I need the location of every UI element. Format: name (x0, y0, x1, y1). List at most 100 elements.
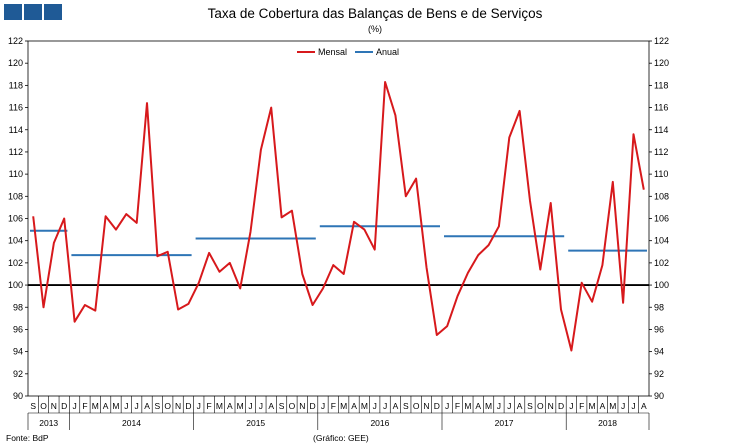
y-tick-label-left: 114 (9, 125, 23, 135)
y-tick-label-right: 118 (654, 80, 668, 90)
x-month-label: A (641, 401, 647, 411)
y-tick-label-right: 108 (654, 191, 669, 201)
x-month-label: S (30, 401, 36, 411)
x-month-label: M (464, 401, 471, 411)
x-month-label: N (299, 401, 305, 411)
x-month-label: M (237, 401, 244, 411)
x-month-label: J (631, 401, 635, 411)
x-month-label: A (351, 401, 357, 411)
y-tick-label-right: 112 (654, 147, 668, 157)
x-month-label: A (103, 401, 109, 411)
x-month-label: D (310, 401, 316, 411)
chart-subtitle: (%) (368, 24, 382, 34)
y-tick-label-right: 104 (654, 236, 669, 246)
x-month-label: M (361, 401, 368, 411)
y-tick-label-left: 118 (9, 80, 23, 90)
x-month-label: M (216, 401, 223, 411)
x-month-label: J (197, 401, 201, 411)
x-year-label: 2017 (495, 418, 514, 428)
y-tick-label-left: 110 (9, 169, 23, 179)
x-month-label: A (227, 401, 233, 411)
x-month-label: J (259, 401, 263, 411)
x-month-label: A (393, 401, 399, 411)
x-month-label: O (40, 401, 47, 411)
logo-block-3 (44, 4, 62, 20)
legend-label-mensal: Mensal (318, 47, 347, 57)
y-tick-label-left: 102 (8, 258, 23, 268)
x-year-label: 2014 (122, 418, 141, 428)
x-month-label: O (537, 401, 544, 411)
legend-label-anual: Anual (376, 47, 399, 57)
y-tick-label-right: 114 (654, 125, 668, 135)
x-year-label: 2015 (246, 418, 265, 428)
x-month-label: F (82, 401, 87, 411)
x-month-label: J (621, 401, 625, 411)
x-month-label: O (413, 401, 420, 411)
x-month-label: J (507, 401, 511, 411)
x-month-label: O (289, 401, 296, 411)
y-tick-label-right: 98 (654, 302, 664, 312)
y-tick-label-right: 120 (654, 58, 669, 68)
x-month-label: F (579, 401, 584, 411)
y-tick-label-right: 106 (654, 214, 669, 224)
x-month-label: J (445, 401, 449, 411)
y-tick-label-left: 96 (13, 324, 23, 334)
x-month-label: D (434, 401, 440, 411)
x-month-label: J (383, 401, 387, 411)
x-month-label: M (92, 401, 99, 411)
x-month-label: N (548, 401, 554, 411)
x-month-label: A (475, 401, 481, 411)
x-month-label: F (207, 401, 212, 411)
y-tick-label-right: 122 (654, 36, 669, 46)
x-month-label: J (569, 401, 573, 411)
chart-title: Taxa de Cobertura das Balanças de Bens e… (207, 6, 543, 21)
x-month-label: J (321, 401, 325, 411)
x-month-label: J (72, 401, 76, 411)
y-tick-label-left: 104 (8, 236, 23, 246)
x-month-label: N (175, 401, 181, 411)
x-month-label: S (279, 401, 285, 411)
logo-block-2 (24, 4, 42, 20)
y-tick-label-left: 100 (8, 280, 23, 290)
x-month-label: M (485, 401, 492, 411)
x-month-label: J (248, 401, 252, 411)
y-tick-label-left: 120 (8, 58, 23, 68)
y-tick-label-left: 112 (9, 147, 23, 157)
x-month-label: D (558, 401, 564, 411)
x-month-label: F (331, 401, 336, 411)
x-month-label: M (609, 401, 616, 411)
y-tick-label-left: 106 (8, 214, 23, 224)
x-month-label: M (112, 401, 119, 411)
x-month-label: M (589, 401, 596, 411)
x-month-label: F (455, 401, 460, 411)
y-tick-label-right: 116 (654, 103, 668, 113)
credit-note: (Gráfico: GEE) (313, 433, 369, 443)
x-month-label: S (155, 401, 161, 411)
x-year-label: 2013 (39, 418, 58, 428)
y-tick-label-left: 92 (13, 369, 23, 379)
x-month-label: A (600, 401, 606, 411)
mensal-series-line (32, 81, 645, 352)
x-month-label: J (135, 401, 139, 411)
x-month-label: A (268, 401, 274, 411)
y-tick-label-right: 94 (654, 347, 664, 357)
x-month-label: A (517, 401, 523, 411)
x-month-label: S (527, 401, 533, 411)
x-month-label: D (185, 401, 191, 411)
x-month-label: A (144, 401, 150, 411)
y-tick-label-left: 90 (13, 391, 23, 401)
y-tick-label-right: 110 (654, 169, 668, 179)
x-month-label: J (124, 401, 128, 411)
x-month-label: J (373, 401, 377, 411)
x-month-label: M (340, 401, 347, 411)
x-month-label: N (51, 401, 57, 411)
x-month-label: J (497, 401, 501, 411)
y-tick-label-right: 100 (654, 280, 669, 290)
source-note: Fonte: BdP (6, 433, 49, 443)
x-month-label: D (61, 401, 67, 411)
x-month-label: S (403, 401, 409, 411)
y-tick-label-left: 116 (9, 103, 23, 113)
x-month-label: O (164, 401, 171, 411)
x-year-label: 2016 (370, 418, 389, 428)
y-tick-label-left: 108 (8, 191, 23, 201)
